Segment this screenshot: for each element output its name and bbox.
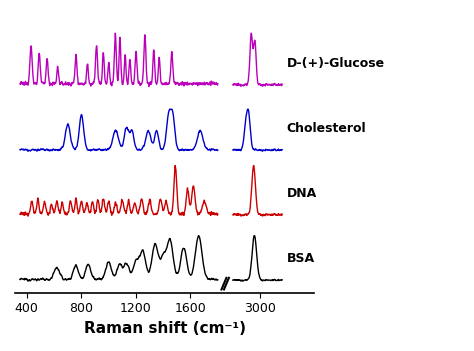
- Text: Cholesterol: Cholesterol: [287, 122, 366, 135]
- X-axis label: Raman shift (cm⁻¹): Raman shift (cm⁻¹): [84, 321, 246, 336]
- Text: D-(+)-Glucose: D-(+)-Glucose: [287, 57, 385, 70]
- Text: DNA: DNA: [287, 187, 317, 200]
- Text: BSA: BSA: [287, 252, 315, 265]
